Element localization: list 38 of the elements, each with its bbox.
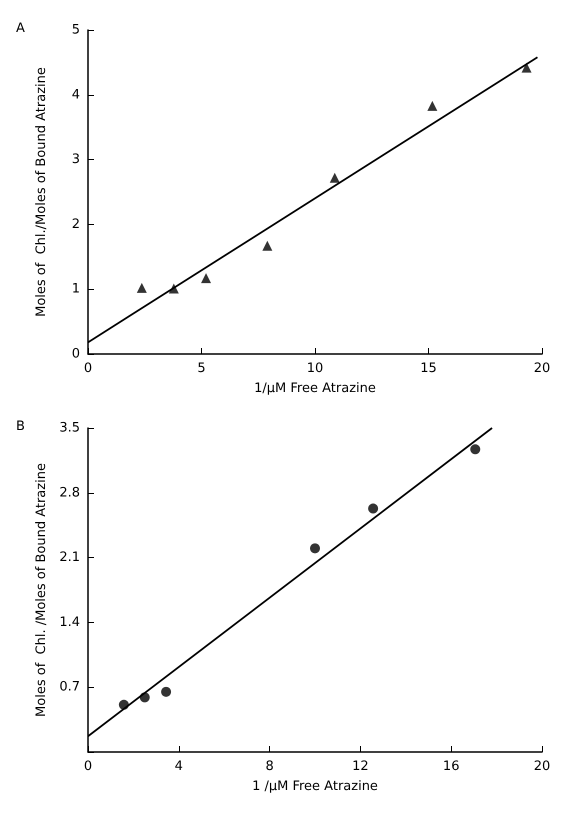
point <box>262 240 272 251</box>
point <box>310 543 320 554</box>
x-tick-label: 12 <box>352 759 369 774</box>
x-tick-label: 4 <box>174 759 183 774</box>
point <box>470 444 480 454</box>
y-tick-label: 1 <box>72 282 80 297</box>
y-tick-label: 3 <box>72 152 80 168</box>
text: A <box>16 21 25 36</box>
y-tick-label: 1.4 <box>59 614 80 630</box>
y-axis-title: Moles of Chl. /Moles of Bound Atrazine <box>34 463 49 717</box>
y-tick-label: 0.7 <box>59 680 80 695</box>
x-tick-label: 15 <box>420 361 437 376</box>
y-tick-label: 0 <box>72 346 80 362</box>
point <box>330 172 340 183</box>
y-axis-title: Moles of Chl./Moles of Bound Atrazine <box>34 67 49 317</box>
x-tick-label: 5 <box>197 361 206 376</box>
y-tick-label: 5 <box>72 22 80 38</box>
x-tick-label: 20 <box>534 759 550 774</box>
point <box>161 686 172 697</box>
text: B <box>16 419 25 434</box>
x-tick-label: 16 <box>442 759 460 774</box>
point <box>136 282 147 293</box>
y-tick-label: 2 <box>72 216 80 232</box>
x-axis-title: 1 /μM Free Atrazine <box>252 779 378 794</box>
x-axis-title: 1/μM Free Atrazine <box>254 381 376 396</box>
x-tick-label: 0 <box>84 361 92 376</box>
y-tick-label: 4 <box>72 87 80 102</box>
point <box>522 62 532 73</box>
y-tick-label: 3.5 <box>59 420 80 436</box>
point <box>201 273 212 284</box>
x-tick-label: 20 <box>534 361 550 376</box>
x-tick-label: 0 <box>84 759 92 774</box>
point <box>368 504 378 514</box>
y-tick-label: 2.1 <box>59 550 80 566</box>
point <box>427 100 438 111</box>
y-tick-label: 2.8 <box>59 485 80 500</box>
x-tick-label: 10 <box>306 361 324 376</box>
x-tick-label: 8 <box>265 759 274 774</box>
